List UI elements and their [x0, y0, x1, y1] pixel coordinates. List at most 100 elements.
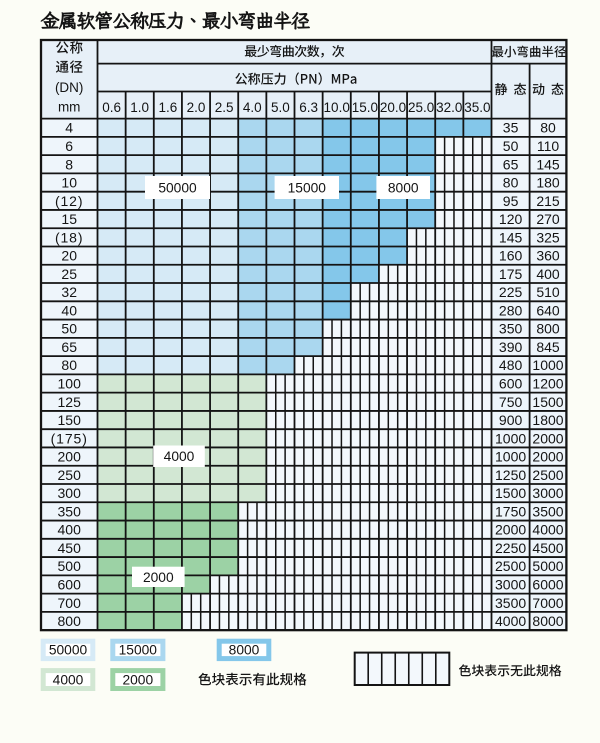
- svg-text:350: 350: [499, 321, 523, 337]
- svg-text:800: 800: [536, 321, 560, 337]
- svg-text:32.0: 32.0: [436, 100, 462, 115]
- svg-text:2000: 2000: [143, 570, 174, 585]
- svg-text:180: 180: [536, 175, 560, 191]
- svg-text:mm: mm: [58, 100, 81, 115]
- svg-text:2000: 2000: [495, 522, 526, 538]
- svg-text:80: 80: [61, 357, 77, 373]
- svg-text:1.0: 1.0: [130, 100, 149, 115]
- svg-text:3000: 3000: [532, 485, 563, 501]
- svg-text:4.0: 4.0: [243, 100, 262, 115]
- svg-text:360: 360: [536, 248, 560, 264]
- svg-text:1000: 1000: [495, 430, 526, 446]
- svg-text:(12): (12): [55, 193, 84, 209]
- svg-text:2500: 2500: [495, 558, 526, 574]
- svg-text:640: 640: [536, 302, 560, 318]
- svg-text:600: 600: [499, 376, 523, 392]
- svg-text:95: 95: [503, 193, 519, 209]
- svg-text:500: 500: [58, 558, 82, 574]
- svg-text:20.0: 20.0: [380, 100, 406, 115]
- svg-text:4: 4: [65, 120, 73, 136]
- svg-text:3000: 3000: [495, 577, 526, 593]
- svg-text:3500: 3500: [495, 595, 526, 611]
- svg-text:2.0: 2.0: [187, 100, 206, 115]
- svg-text:1250: 1250: [495, 467, 526, 483]
- svg-text:15.0: 15.0: [352, 100, 378, 115]
- svg-text:150: 150: [58, 412, 82, 428]
- svg-text:65: 65: [61, 339, 77, 355]
- svg-text:4500: 4500: [532, 540, 563, 556]
- svg-text:10: 10: [61, 175, 77, 191]
- svg-text:20: 20: [61, 248, 77, 264]
- svg-text:15000: 15000: [288, 180, 327, 195]
- svg-text:0.6: 0.6: [102, 100, 121, 115]
- svg-text:510: 510: [536, 284, 560, 300]
- svg-text:1000: 1000: [495, 449, 526, 465]
- svg-text:1200: 1200: [532, 376, 563, 392]
- svg-text:15: 15: [61, 211, 77, 227]
- svg-text:2.5: 2.5: [215, 100, 234, 115]
- svg-text:2000: 2000: [532, 449, 563, 465]
- svg-text:6000: 6000: [532, 577, 563, 593]
- svg-text:2500: 2500: [532, 467, 563, 483]
- svg-text:1800: 1800: [532, 412, 563, 428]
- svg-text:(DN): (DN): [55, 80, 84, 95]
- svg-text:4000: 4000: [532, 522, 563, 538]
- svg-text:400: 400: [536, 266, 560, 282]
- svg-text:270: 270: [536, 211, 560, 227]
- svg-text:25: 25: [61, 266, 77, 282]
- svg-text:800: 800: [58, 613, 82, 629]
- svg-text:145: 145: [536, 156, 560, 172]
- svg-text:600: 600: [58, 577, 82, 593]
- svg-text:390: 390: [499, 339, 523, 355]
- svg-text:40: 40: [61, 302, 77, 318]
- svg-text:145: 145: [499, 229, 523, 245]
- svg-text:280: 280: [499, 302, 523, 318]
- svg-text:1500: 1500: [532, 394, 563, 410]
- svg-text:32: 32: [61, 284, 77, 300]
- svg-text:8000: 8000: [388, 180, 419, 195]
- svg-text:100: 100: [58, 376, 82, 392]
- svg-text:8: 8: [65, 156, 73, 172]
- svg-text:4000: 4000: [53, 672, 84, 687]
- svg-text:1500: 1500: [495, 485, 526, 501]
- svg-text:120: 120: [499, 211, 523, 227]
- svg-text:50000: 50000: [49, 643, 88, 658]
- svg-text:160: 160: [499, 248, 523, 264]
- svg-text:15000: 15000: [119, 643, 158, 658]
- svg-text:5000: 5000: [532, 558, 563, 574]
- svg-text:50: 50: [61, 321, 77, 337]
- svg-text:4000: 4000: [164, 449, 195, 464]
- svg-text:80: 80: [503, 175, 519, 191]
- svg-text:400: 400: [58, 522, 82, 538]
- svg-text:250: 250: [58, 467, 82, 483]
- svg-text:(175): (175): [51, 430, 88, 446]
- svg-text:300: 300: [58, 485, 82, 501]
- svg-text:200: 200: [58, 449, 82, 465]
- svg-text:350: 350: [58, 503, 82, 519]
- svg-text:8000: 8000: [229, 643, 260, 658]
- svg-text:450: 450: [58, 540, 82, 556]
- svg-text:8000: 8000: [532, 613, 563, 629]
- svg-text:750: 750: [499, 394, 523, 410]
- svg-text:35: 35: [503, 120, 519, 136]
- svg-text:1.6: 1.6: [159, 100, 178, 115]
- svg-text:110: 110: [537, 138, 560, 154]
- svg-text:215: 215: [536, 193, 560, 209]
- svg-text:1750: 1750: [495, 503, 526, 519]
- svg-text:900: 900: [499, 412, 523, 428]
- svg-text:2000: 2000: [532, 430, 563, 446]
- svg-text:3500: 3500: [532, 503, 563, 519]
- svg-text:1000: 1000: [532, 357, 563, 373]
- svg-text:50000: 50000: [158, 180, 197, 195]
- svg-text:2250: 2250: [495, 540, 526, 556]
- svg-text:480: 480: [499, 357, 523, 373]
- svg-text:25.0: 25.0: [408, 100, 434, 115]
- svg-text:65: 65: [503, 156, 519, 172]
- svg-text:(18): (18): [55, 229, 84, 245]
- svg-text:50: 50: [503, 138, 519, 154]
- svg-text:2000: 2000: [122, 672, 153, 687]
- svg-text:7000: 7000: [532, 595, 563, 611]
- svg-text:6.3: 6.3: [299, 100, 318, 115]
- svg-text:125: 125: [58, 394, 82, 410]
- svg-text:4000: 4000: [495, 613, 526, 629]
